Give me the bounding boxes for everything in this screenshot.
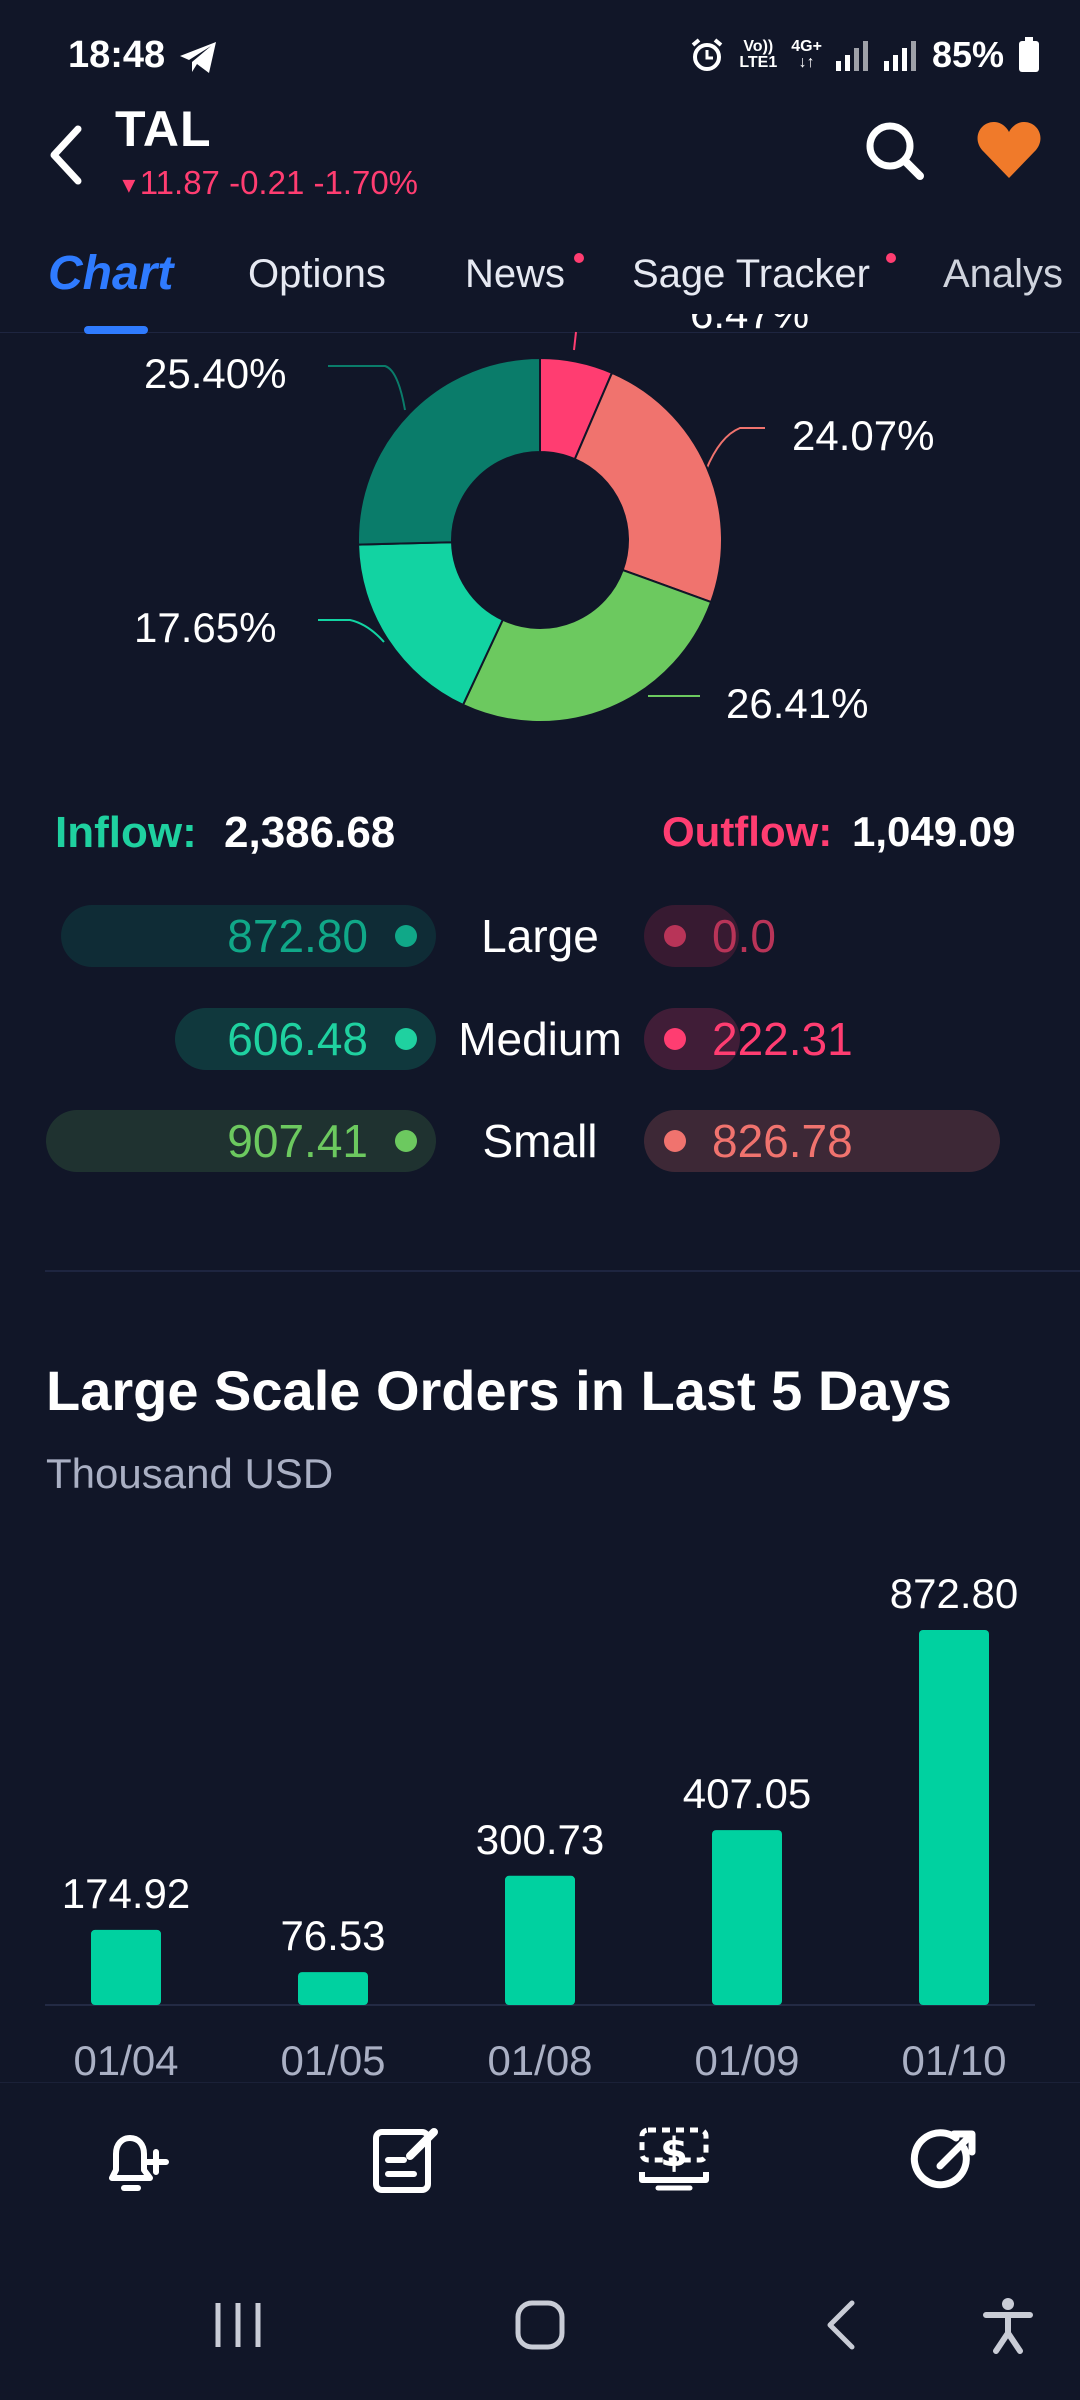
heart-icon[interactable] [974, 118, 1044, 182]
bar-value-label-4: 872.80 [890, 1570, 1018, 1617]
bar-value-label-2: 300.73 [476, 1816, 604, 1863]
alarm-icon [692, 38, 723, 71]
bar-0 [91, 1929, 161, 2005]
section-title: Large Scale Orders in Last 5 Days [46, 1359, 952, 1422]
outflow-dot-medium [664, 1028, 686, 1050]
outflow-bar-small [644, 1110, 1000, 1172]
home-icon[interactable] [510, 2295, 570, 2355]
inflow-dot-medium [395, 1028, 417, 1050]
bar-value-label-3: 407.05 [683, 1770, 811, 1817]
bar-value-label-1: 76.53 [280, 1912, 385, 1959]
down-triangle-icon: ▼ [118, 172, 140, 198]
bar-value-label-0: 174.92 [62, 1870, 190, 1917]
outflow-label: Outflow: [662, 808, 833, 855]
inflow-value: 2,386.68 [224, 808, 396, 857]
back-chevron-icon[interactable] [40, 115, 100, 195]
x-tick-label-4: 01/10 [901, 2037, 1006, 2080]
tab-chart-label: Chart [48, 247, 174, 300]
tab-news[interactable]: News [465, 252, 565, 297]
x-tick-label-2: 01/08 [487, 2037, 592, 2080]
bar-3 [712, 1830, 782, 2005]
tab-news-label: News [465, 252, 566, 296]
outflow-value-large: 0.0 [712, 910, 776, 962]
section-divider [45, 1270, 1080, 1272]
flow-row-label-medium: Medium [458, 1013, 622, 1065]
donut-segment-1 [573, 371, 723, 604]
inflow-bar-large [60, 905, 436, 967]
inflow-label: Inflow: [55, 808, 197, 857]
battery-icon [1019, 37, 1039, 72]
large-orders-bar-chart: 174.92 01/04 76.53 01/05 300.73 01/08 407.05 01… [45, 1570, 1035, 2080]
section-subtitle: Thousand USD [46, 1450, 334, 1497]
donut-segment-3 [357, 541, 505, 707]
battery-percent: 85% [931, 34, 1004, 75]
quote-text: 11.87 -0.21 -1.70% [139, 164, 419, 201]
flow-donut-chart [357, 356, 723, 723]
x-tick-label-0: 01/04 [73, 2037, 178, 2080]
tab-sage-tracker-label: Sage Tracker [632, 252, 870, 296]
tab-options[interactable]: Options [248, 252, 386, 296]
network-type: 4G+ ↓↑ [791, 38, 822, 71]
bar-4 [919, 1630, 989, 2005]
outflow-value: 1,049.09 [852, 808, 1016, 855]
recent-apps-icon[interactable] [208, 2295, 268, 2355]
inflow-value-large: 872.80 [227, 910, 368, 962]
outflow-value-small: 826.78 [712, 1115, 853, 1167]
nav-back-icon[interactable] [812, 2295, 872, 2355]
outflow-dot-small [664, 1130, 686, 1152]
outflow-dot-large [664, 925, 686, 947]
signal-icon [835, 41, 868, 71]
x-tick-label-1: 01/05 [280, 2037, 385, 2080]
status-time: 18:48 [68, 34, 166, 76]
signal-icon-2 [883, 41, 916, 71]
donut-segment-4 [357, 356, 541, 546]
inflow-bar-medium [175, 1008, 436, 1070]
tab-sage-tracker[interactable]: Sage Tracker [632, 252, 870, 297]
tab-analysis[interactable]: Analys [943, 252, 1064, 296]
inflow-value-medium: 606.48 [227, 1013, 368, 1065]
donut-label-small-outflow: 24.07% [792, 412, 935, 459]
outflow-bar-medium [644, 1008, 740, 1070]
outflow-bar-large [644, 905, 739, 967]
tab-chart[interactable]: Chart [48, 246, 173, 301]
outflow-value-medium: 222.31 [712, 1013, 853, 1065]
dollar-tray-icon[interactable]: $ [636, 2122, 712, 2198]
donut-label-small-inflow: 26.41% [726, 680, 869, 727]
donut-label-medium-outflow: 6.47% [690, 290, 810, 337]
bell-plus-icon[interactable] [98, 2122, 174, 2198]
inflow-dot-large [395, 925, 417, 947]
inflow-value-small: 907.41 [227, 1115, 368, 1167]
bar-2 [505, 1875, 575, 2005]
svg-text:$: $ [660, 2130, 688, 2176]
donut-label-medium-inflow: 17.65% [134, 604, 277, 651]
active-tab-indicator [84, 326, 148, 334]
telegram-icon [180, 42, 216, 73]
flow-row-label-large: Large [481, 910, 599, 962]
bar-1 [298, 1972, 368, 2005]
x-tick-label-3: 01/09 [694, 2037, 799, 2080]
inflow-dot-small [395, 1130, 417, 1152]
price-quote: ▼11.87 -0.21 -1.70% [118, 164, 418, 202]
status-bar: 18:48 Vo)) LTE1 4G+ ↓↑ 85% [0, 0, 1080, 110]
status-icons: Vo)) LTE1 4G+ ↓↑ 85% [689, 34, 1040, 76]
donut-leader-lines [318, 331, 765, 697]
search-icon[interactable] [862, 118, 926, 182]
bottom-toolbar [0, 2082, 1080, 2243]
donut-segment-2 [461, 568, 713, 723]
share-circle-icon[interactable] [908, 2122, 984, 2198]
flow-row-label-small: Small [482, 1115, 598, 1167]
accessibility-icon[interactable] [978, 2295, 1038, 2355]
inflow-bar-small [46, 1110, 436, 1172]
volte-indicator: Vo)) LTE1 [739, 38, 778, 71]
ticker-symbol: TAL [115, 101, 212, 157]
donut-label-large-inflow: 25.40% [144, 350, 287, 397]
edit-note-icon[interactable] [368, 2122, 444, 2198]
sage-tracker-badge-dot [886, 253, 896, 263]
tab-bar: Chart Options News Sage Tracker Analys [0, 240, 1080, 333]
news-badge-dot [574, 253, 584, 263]
